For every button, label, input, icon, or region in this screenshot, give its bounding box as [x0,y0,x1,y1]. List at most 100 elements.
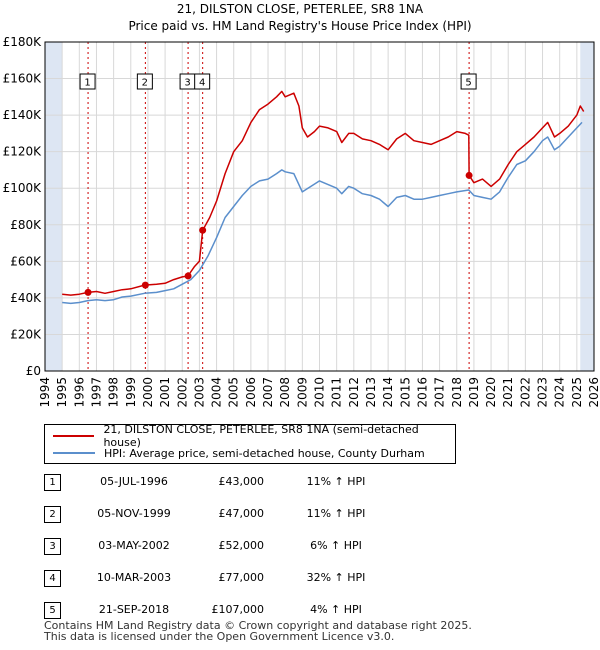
x-tick-label: 2023 [536,377,550,408]
sale-hpi: 4% ↑ HPI [310,603,362,616]
sale-date: 05-JUL-1996 [100,475,168,488]
x-tick-label: 2021 [501,377,515,408]
y-tick-label: £120K [3,145,43,159]
x-tick-label: 1995 [55,377,69,408]
x-tick-label: 2002 [175,377,189,408]
x-tick-label: 2009 [295,377,309,408]
legend-item-hpi: HPI: Average price, semi-detached house,… [53,445,425,461]
sale-price: £52,000 [218,539,265,552]
sale-hpi: 6% ↑ HPI [310,539,362,552]
table-row: 3 03-MAY-2002 £52,000 6% ↑ HPI [44,534,464,555]
x-tick-label: 2007 [261,377,275,408]
legend-swatch-hpi [53,452,95,454]
x-tick-label: 2026 [587,377,600,408]
y-tick-label: £100K [3,181,43,195]
sale-badge-box [194,73,211,90]
footer: Contains HM Land Registry data © Crown c… [44,620,472,642]
sale-price: £77,000 [218,571,265,584]
sale-badge-label: 4 [199,78,205,89]
x-tick-label: 1998 [107,377,121,408]
table-row: 5 21-SEP-2018 £107,000 4% ↑ HPI [44,598,464,619]
shaded-region [580,42,594,371]
x-tick-label: 2001 [158,377,172,408]
sale-badge: 5 [44,602,61,619]
chart-title: 21, DILSTON CLOSE, PETERLEE, SR8 1NA [176,2,424,16]
table-row: 2 05-NOV-1999 £47,000 11% ↑ HPI [44,502,464,523]
x-tick-label: 2003 [192,377,206,408]
x-tick-label: 2000 [141,377,155,408]
y-tick-label: £0 [26,364,41,378]
sale-point [199,226,207,234]
shaded-region [45,42,63,371]
chart-subtitle: Price paid vs. HM Land Registry's House … [128,19,472,33]
sale-badge-label: 1 [84,78,90,89]
sale-hpi: 11% ↑ HPI [306,507,366,520]
sale-date: 10-MAR-2003 [96,571,172,584]
y-tick-label: £160K [3,72,43,86]
x-tick-label: 2005 [227,377,241,408]
x-tick-label: 1994 [38,377,52,408]
x-tick-label: 2020 [484,377,498,408]
x-tick-label: 2008 [278,377,292,408]
series-line-hpi [62,121,583,305]
sale-point [184,272,192,280]
sale-date: 03-MAY-2002 [98,539,170,552]
sale-point [465,171,473,179]
sale-badge-label: 2 [142,78,148,89]
sale-badge-label: 3 [184,78,190,89]
legend-item-property: 21, DILSTON CLOSE, PETERLEE, SR8 1NA (se… [53,423,455,449]
sale-price: £47,000 [218,507,265,520]
sale-hpi: 11% ↑ HPI [306,475,366,488]
x-tick-label: 2010 [313,377,327,408]
x-tick-label: 2022 [518,377,532,408]
y-tick-label: £180K [3,35,43,49]
x-tick-label: 2019 [467,377,481,408]
x-tick-label: 2024 [553,377,567,408]
x-tick-label: 1999 [124,377,138,408]
sale-badge-label: 5 [465,78,471,89]
x-tick-label: 2012 [347,377,361,408]
x-tick-label: 2018 [450,377,464,408]
sale-hpi: 32% ↑ HPI [306,571,366,584]
sale-price: £43,000 [218,475,265,488]
table-row: 4 10-MAR-2003 £77,000 32% ↑ HPI [44,566,464,587]
legend-swatch-property [53,435,95,437]
sale-badge: 4 [44,570,61,587]
x-tick-label: 2004 [210,377,224,408]
y-tick-label: £40K [10,291,42,305]
series-line-property [62,90,585,296]
x-tick-label: 2016 [415,377,429,408]
legend-label-property: 21, DILSTON CLOSE, PETERLEE, SR8 1NA (se… [103,423,419,449]
sale-badge: 1 [44,474,61,491]
chart-legend: 21, DILSTON CLOSE, PETERLEE, SR8 1NA (se… [44,423,456,464]
sale-date: 21-SEP-2018 [98,603,170,616]
sale-price: £107,000 [211,603,265,616]
y-tick-label: £20K [10,327,42,341]
plot-frame [44,41,595,372]
x-tick-label: 2006 [244,377,258,408]
sale-badge-box [460,73,477,90]
table-row: 1 05-JUL-1996 £43,000 11% ↑ HPI [44,470,464,491]
x-tick-label: 2015 [398,377,412,408]
x-tick-label: 2014 [381,377,395,408]
price-chart: £0 £20K £40K £60K £80K £100K £120K £140K £160K £1… [3,35,600,408]
legend-label-hpi: HPI: Average price, semi-detached house,… [104,446,425,460]
sale-point [141,281,149,289]
y-tick-label: £60K [10,254,42,268]
x-tick-label: 1997 [89,377,103,408]
x-tick-label: 2013 [364,377,378,408]
sale-date: 05-NOV-1999 [97,507,171,520]
sale-badge-box [79,73,96,90]
footer-copyright: Contains HM Land Registry data © Crown c… [44,619,472,632]
sale-badge-box [136,73,153,90]
footer-licence: This data is licensed under the Open Gov… [44,630,395,643]
x-tick-label: 1996 [72,377,86,408]
sale-point [84,288,92,296]
y-tick-label: £80K [10,218,42,232]
x-tick-label: 2011 [330,377,344,408]
x-tick-label: 2017 [433,377,447,408]
sale-badge: 2 [44,506,61,523]
x-tick-label: 2025 [570,377,584,408]
sale-badge: 3 [44,538,61,555]
y-tick-label: £140K [3,108,43,122]
